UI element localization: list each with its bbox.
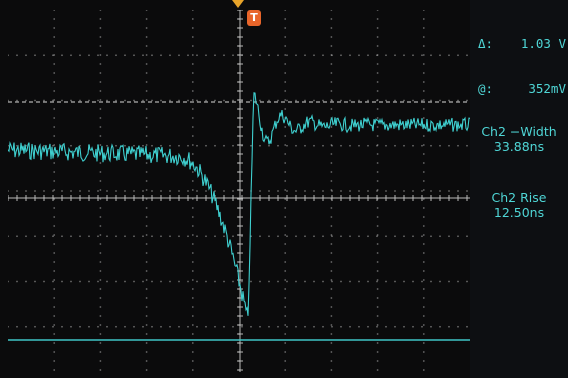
trigger-marker-icon: T — [247, 10, 261, 26]
measurement-rise: Ch2 Rise 12.50ns — [470, 190, 568, 220]
waveform-graticule — [8, 10, 470, 372]
delta-symbol: Δ: — [478, 36, 494, 51]
measurement-width-label: Ch2 −Width — [481, 124, 557, 139]
cursor-readout: Δ: 1.03 V @: 352mV — [478, 6, 566, 126]
measurement-rise-label: Ch2 Rise — [491, 190, 547, 205]
delta-value: 1.03 V — [520, 36, 566, 51]
ch2-waveform-trace — [8, 92, 470, 316]
trigger-arrow-icon — [232, 0, 244, 8]
measurement-rise-value: 12.50ns — [493, 205, 545, 220]
graticule-grid — [8, 10, 470, 372]
at-symbol: @: — [478, 81, 494, 96]
at-value: 352mV — [528, 81, 566, 96]
measurement-width-value: 33.88ns — [493, 139, 545, 154]
measurement-width: Ch2 −Width 33.88ns — [470, 124, 568, 154]
measurement-side-panel: Δ: 1.03 V @: 352mV Ch2 −Width 33.88ns Ch… — [470, 0, 568, 378]
